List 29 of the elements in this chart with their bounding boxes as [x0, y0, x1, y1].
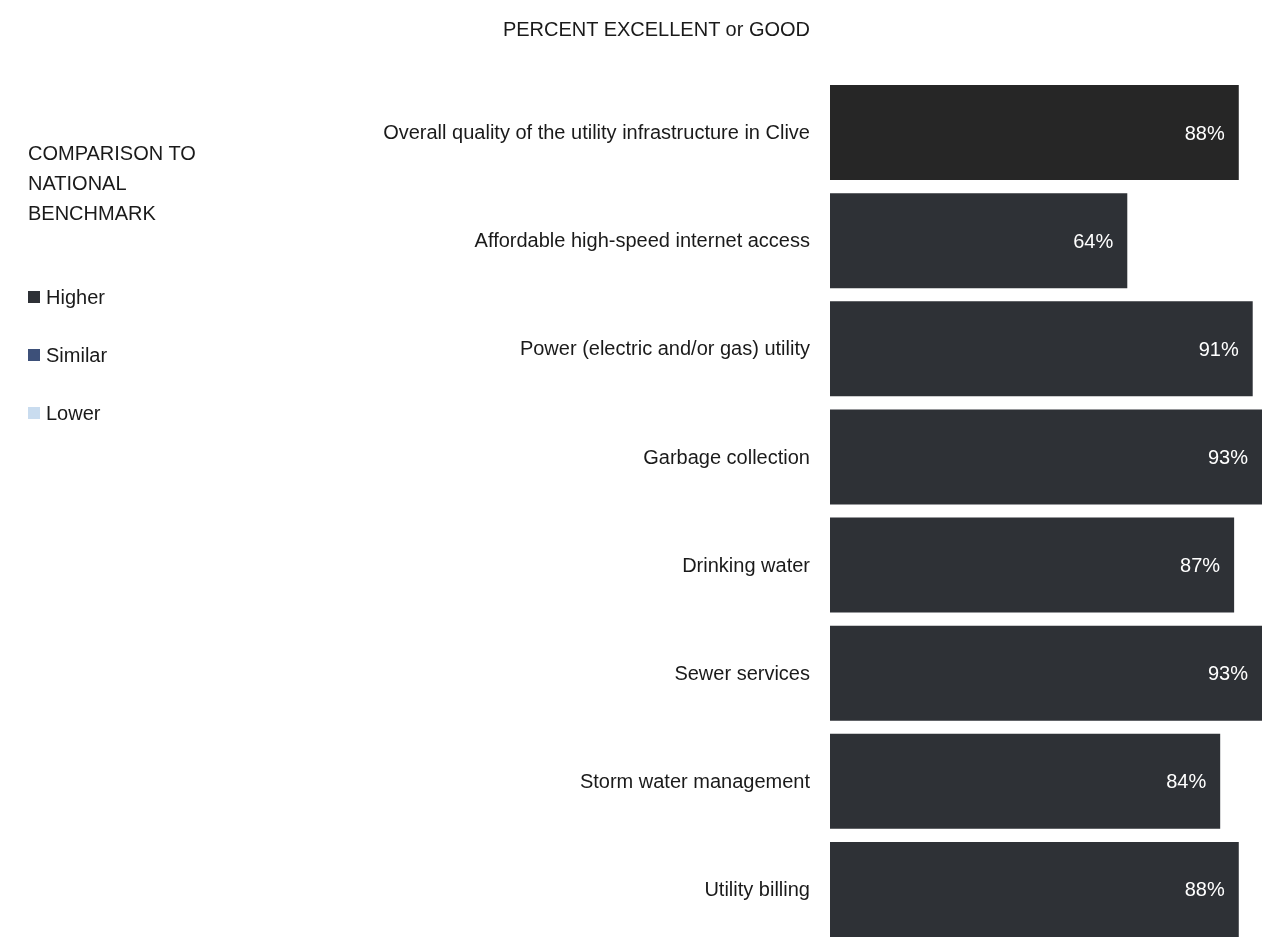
- y-tick-label: Sewer services: [674, 661, 810, 684]
- bar: [830, 517, 1235, 613]
- y-tick-label: Utility billing: [704, 878, 810, 901]
- data-label: 93%: [1207, 662, 1249, 685]
- data-label: 88%: [1184, 878, 1225, 901]
- bar: [830, 625, 1262, 721]
- y-tick-label: Storm water management: [579, 769, 811, 792]
- data-label: 87%: [1180, 554, 1221, 577]
- y-tick-label: Drinking water: [682, 553, 811, 576]
- y-tick-label: Overall quality of the utility infrastructure in Clive: [383, 121, 810, 144]
- legend-title: COMPARISON TO NATIONAL BENCHMARK: [28, 141, 197, 226]
- y-tick-label: Garbage collection: [643, 445, 810, 468]
- data-label: 91%: [1198, 337, 1239, 360]
- legend-label: Higher: [46, 285, 105, 309]
- bar: [830, 85, 1239, 180]
- bar: [830, 733, 1221, 829]
- y-tick-label: Affordable high-speed internet access: [474, 229, 810, 252]
- bar: [830, 841, 1239, 937]
- bar: [830, 193, 1128, 289]
- legend-label: Similar: [46, 343, 108, 367]
- text: PERCENT EXCELLENT or GOOD: [502, 18, 810, 41]
- data-label: 93%: [1207, 445, 1249, 468]
- data-label: 88%: [1184, 121, 1225, 144]
- data-label: 84%: [1166, 770, 1207, 793]
- data-label: 64%: [1073, 229, 1114, 252]
- legend-label: Lower: [46, 401, 101, 425]
- y-tick-label: Power (electric and/or gas) utility: [519, 337, 810, 360]
- bar: [830, 409, 1262, 505]
- bar: [830, 301, 1253, 397]
